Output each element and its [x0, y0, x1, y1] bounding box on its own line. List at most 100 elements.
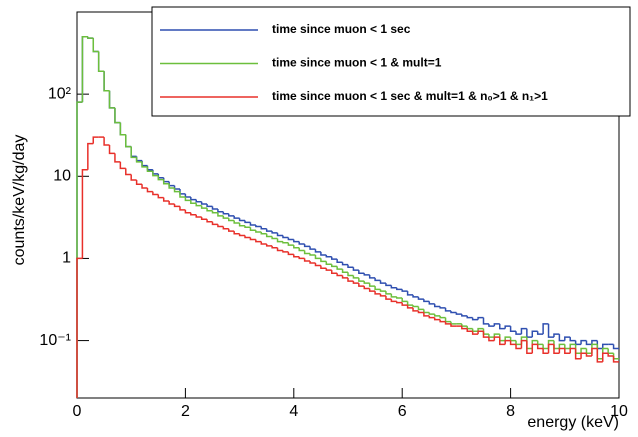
histogram-bin: [401, 302, 408, 306]
y-axis-label: counts/keV/kg/day: [11, 135, 28, 266]
histogram-bin: [228, 218, 235, 222]
histogram-bin: [466, 315, 473, 319]
histogram-bin: [222, 226, 229, 230]
histogram-bin: [379, 289, 386, 292]
histogram-bin: [515, 331, 522, 335]
histogram-bin: [520, 339, 527, 349]
histogram-bin: [228, 213, 235, 217]
histogram-bin: [249, 227, 256, 232]
histogram-bin: [309, 253, 316, 256]
histogram-bin: [596, 340, 603, 350]
histogram-bin: [509, 326, 517, 332]
histogram-bin: [564, 344, 571, 350]
histogram-bin: [271, 245, 278, 249]
histogram-bin: [255, 239, 262, 243]
histogram-bin: [157, 194, 164, 199]
y-tick-label: 10²: [48, 85, 72, 102]
histogram-bin: [336, 266, 343, 270]
histogram-bin: [509, 337, 517, 342]
histogram-bin: [282, 241, 289, 244]
histogram-bin: [477, 330, 484, 335]
histogram-bin: [612, 344, 619, 350]
histogram-bin: [564, 348, 571, 355]
histogram-bin: [368, 283, 376, 287]
histogram-bin: [76, 257, 83, 398]
histogram-bin: [184, 209, 191, 214]
histogram-bin: [265, 233, 273, 238]
histogram-bin: [130, 174, 137, 181]
histogram-bin: [320, 258, 327, 263]
histogram-bin: [385, 291, 392, 295]
histogram-bin: [488, 337, 495, 342]
histogram-bin: [433, 317, 441, 321]
histogram-bin: [330, 270, 338, 275]
histogram-bin: [428, 301, 435, 305]
histogram-bin: [412, 294, 419, 298]
histogram-bin: [591, 347, 598, 356]
histogram-bin: [276, 232, 283, 237]
histogram-bin: [536, 331, 544, 335]
histogram-bin: [179, 191, 186, 198]
histogram-bin: [287, 242, 294, 246]
histogram-bin: [423, 312, 430, 317]
histogram-bin: [493, 336, 500, 341]
histogram-bin: [396, 301, 403, 304]
histogram-bin: [260, 231, 267, 235]
histogram-bin: [303, 258, 311, 262]
histogram-bin: [574, 340, 582, 346]
histogram-bin: [119, 122, 126, 136]
histogram-bin: [141, 161, 148, 168]
histogram-bin: [76, 101, 83, 398]
histogram-bin: [222, 215, 229, 219]
histogram-bin: [526, 328, 533, 338]
histogram-bin: [390, 285, 397, 289]
histogram-bin: [81, 35, 88, 103]
histogram-bin: [276, 247, 283, 252]
histogram-bin: [596, 348, 603, 363]
histogram-bin: [135, 156, 143, 162]
histogram-bin: [200, 201, 208, 205]
histogram-bin: [358, 277, 365, 282]
histogram-bin: [482, 317, 489, 325]
histogram-bin: [282, 250, 289, 253]
histogram-bin: [504, 336, 511, 341]
histogram-bin: [433, 314, 441, 317]
histogram-bin: [130, 146, 137, 159]
histogram-bin: [574, 344, 582, 355]
histogram-bin: [108, 90, 115, 109]
histogram-bin: [488, 323, 495, 327]
histogram-bin: [244, 220, 251, 224]
histogram-bin: [162, 177, 170, 183]
histogram-bin: [146, 166, 153, 173]
histogram-bin: [114, 153, 121, 163]
histogram-bin: [195, 203, 202, 207]
histogram-bin: [482, 328, 489, 335]
histogram-bin: [265, 243, 273, 247]
histogram-bin: [211, 210, 218, 214]
histogram-bin: [325, 261, 332, 265]
histogram-bin: [282, 235, 289, 239]
histogram-bin: [184, 196, 191, 202]
histogram-bin: [374, 291, 381, 295]
histogram-bin: [488, 334, 495, 338]
histogram-bin: [558, 334, 565, 342]
y-tick-label: 10: [53, 168, 71, 185]
histogram-bin: [433, 303, 441, 308]
histogram-bin: [341, 275, 348, 279]
histogram-bin: [564, 336, 571, 341]
histogram-bin: [195, 199, 202, 203]
histogram-bin: [119, 161, 126, 170]
histogram-bin: [450, 321, 457, 325]
histogram-bin: [293, 254, 300, 258]
histogram-bin: [493, 333, 500, 338]
histogram-bin: [249, 237, 256, 241]
histogram-bin: [309, 261, 316, 264]
histogram-bin: [92, 38, 99, 53]
histogram-bin: [287, 237, 294, 241]
histogram-bin: [439, 306, 446, 309]
histogram-bin: [396, 296, 403, 299]
histogram-bin: [211, 206, 218, 210]
histogram-bin: [314, 255, 321, 260]
histogram-bin: [612, 353, 619, 360]
histogram-bin: [352, 281, 359, 284]
